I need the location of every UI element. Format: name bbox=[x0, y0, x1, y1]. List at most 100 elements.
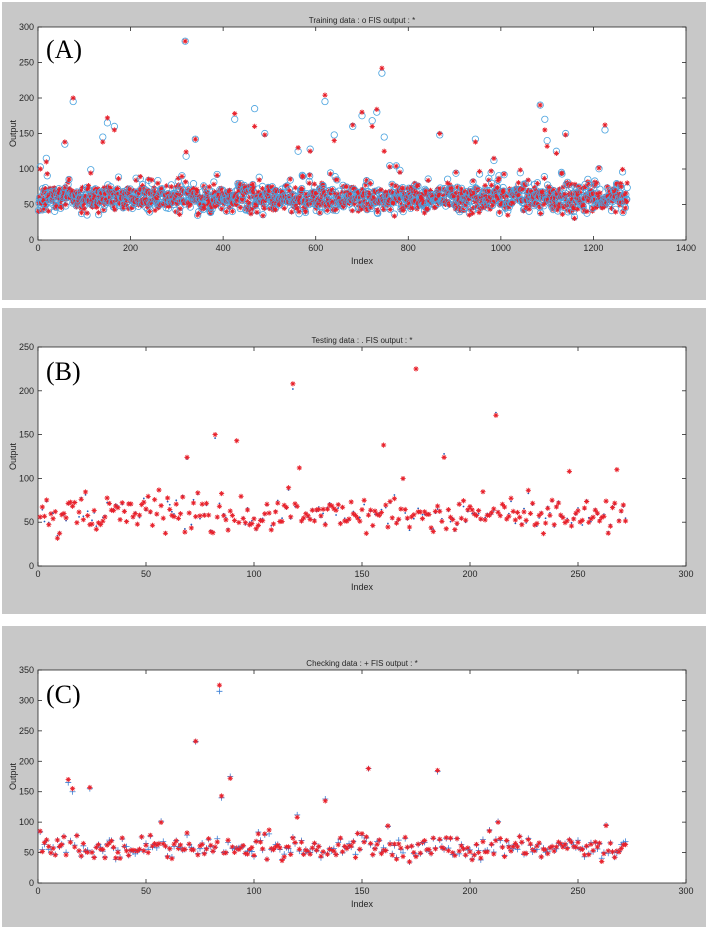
fis-output-point bbox=[183, 149, 189, 155]
fis-output-point bbox=[177, 211, 183, 218]
fis-output-point bbox=[520, 186, 526, 192]
fis-output-point bbox=[347, 191, 354, 197]
fis-output-point bbox=[154, 842, 160, 848]
fis-output-point bbox=[256, 177, 262, 183]
fis-output-point bbox=[359, 831, 365, 837]
fis-output-point bbox=[381, 442, 387, 448]
fis-output-point bbox=[603, 498, 609, 504]
fis-output-point bbox=[612, 854, 618, 860]
fis-output-point bbox=[156, 841, 162, 847]
fis-output-point bbox=[252, 123, 258, 129]
fis-output-point bbox=[190, 185, 197, 192]
fis-output-point bbox=[267, 206, 273, 212]
fis-output-point bbox=[553, 504, 559, 510]
fis-output-point bbox=[174, 201, 180, 207]
fis-output-point bbox=[307, 172, 313, 178]
fis-output-point bbox=[590, 847, 596, 854]
target-point bbox=[191, 135, 199, 143]
fis-output-point bbox=[500, 187, 506, 193]
fis-output-point bbox=[247, 847, 253, 853]
fis-output-point bbox=[288, 514, 294, 520]
fis-output-point bbox=[523, 517, 529, 523]
fis-output-point bbox=[307, 851, 313, 857]
target-point bbox=[527, 492, 530, 495]
fis-output-point bbox=[544, 143, 550, 149]
fis-output-point bbox=[316, 506, 322, 513]
fis-output-point bbox=[342, 843, 348, 849]
fis-output-point bbox=[607, 523, 613, 529]
fis-output-point bbox=[334, 177, 340, 183]
fis-output-point bbox=[117, 517, 123, 523]
fis-output-point bbox=[296, 200, 303, 206]
target-point bbox=[142, 497, 145, 500]
panel-a-letter: (A) bbox=[46, 35, 82, 64]
fis-output-point bbox=[111, 507, 117, 514]
fis-output-point bbox=[111, 192, 117, 198]
fis-output-point bbox=[100, 518, 106, 524]
fis-output-point bbox=[277, 845, 283, 851]
fis-output-point bbox=[452, 852, 458, 859]
target-point bbox=[380, 133, 388, 141]
fis-output-point bbox=[556, 195, 562, 201]
fis-output-point bbox=[493, 189, 499, 195]
fis-output-point bbox=[487, 206, 493, 212]
fis-output-point bbox=[289, 209, 295, 215]
fis-output-point bbox=[281, 854, 287, 860]
fis-output-point bbox=[248, 211, 254, 217]
fis-output-point bbox=[504, 516, 510, 522]
target-point bbox=[337, 507, 340, 509]
fis-output-point bbox=[522, 182, 528, 188]
fis-output-point bbox=[603, 822, 609, 829]
fis-output-point bbox=[461, 207, 467, 213]
fis-output-point bbox=[389, 852, 395, 858]
target-point bbox=[443, 452, 445, 455]
fis-output-point bbox=[154, 195, 160, 201]
fis-output-point bbox=[196, 210, 202, 216]
fis-output-point bbox=[313, 202, 319, 208]
fis-output-point bbox=[84, 210, 90, 216]
fis-output-point bbox=[195, 852, 201, 858]
fis-output-point bbox=[74, 201, 80, 207]
fis-output-point bbox=[120, 205, 126, 212]
fis-output-point bbox=[74, 520, 80, 526]
fis-output-point bbox=[546, 184, 553, 191]
fis-output-point bbox=[313, 205, 319, 212]
fis-output-point bbox=[592, 839, 598, 845]
target-point bbox=[488, 201, 497, 210]
fis-output-point bbox=[216, 503, 223, 509]
y-tick-label: 300 bbox=[19, 22, 34, 32]
fis-output-point bbox=[37, 828, 43, 834]
fis-output-point bbox=[425, 177, 431, 184]
fis-output-point bbox=[164, 183, 170, 189]
fis-output-point bbox=[242, 189, 248, 195]
fis-output-point bbox=[493, 837, 499, 844]
fis-output-point bbox=[147, 832, 153, 838]
fis-output-point bbox=[259, 186, 266, 192]
fis-output-point bbox=[279, 857, 285, 864]
fis-output-point bbox=[163, 192, 169, 198]
fis-output-point bbox=[465, 190, 471, 196]
fis-output-point bbox=[359, 109, 365, 115]
fis-output-point bbox=[244, 189, 250, 196]
fis-output-point bbox=[74, 189, 80, 195]
fis-output-point bbox=[260, 213, 266, 219]
fis-output-point bbox=[317, 210, 323, 216]
fis-output-point bbox=[489, 841, 495, 847]
fis-output-point bbox=[54, 535, 61, 541]
fis-output-point bbox=[146, 176, 152, 182]
fis-output-point bbox=[54, 837, 61, 843]
fis-output-point bbox=[499, 844, 505, 850]
fis-output-point bbox=[309, 845, 315, 851]
fis-output-point bbox=[48, 511, 54, 517]
fis-output-point bbox=[370, 522, 376, 529]
fis-output-point bbox=[123, 518, 130, 525]
fis-output-point bbox=[569, 195, 575, 201]
fis-output-point bbox=[486, 512, 493, 518]
target-point bbox=[619, 208, 627, 217]
fis-output-point bbox=[452, 526, 458, 533]
fis-output-point bbox=[495, 509, 501, 515]
fis-output-point bbox=[54, 203, 60, 209]
fis-output-point bbox=[52, 852, 58, 858]
fis-output-point bbox=[573, 510, 579, 516]
fis-output-point bbox=[523, 204, 529, 210]
